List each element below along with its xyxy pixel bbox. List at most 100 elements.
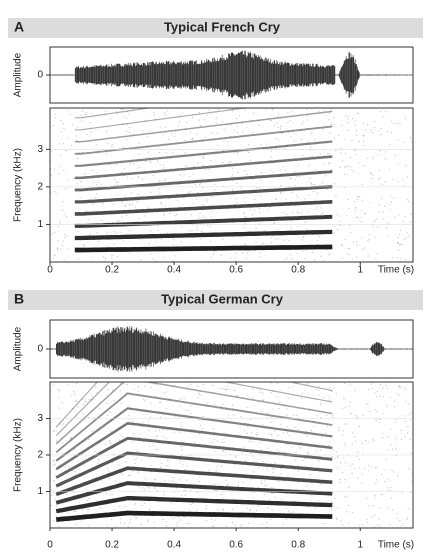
noise	[221, 441, 223, 444]
noise	[129, 203, 131, 205]
noise	[128, 204, 130, 206]
noise	[320, 255, 322, 257]
noise	[334, 183, 336, 185]
noise	[172, 518, 174, 520]
panel-letter: B	[14, 291, 24, 307]
noise	[246, 216, 248, 218]
noise	[403, 415, 405, 417]
noise	[196, 226, 198, 228]
noise	[297, 429, 300, 431]
noise	[274, 462, 276, 464]
noise	[235, 260, 237, 262]
noise	[338, 429, 340, 431]
noise	[335, 195, 337, 197]
noise	[329, 132, 331, 134]
noise	[125, 214, 128, 216]
noise	[409, 221, 411, 223]
noise	[348, 208, 350, 210]
spectrogram	[50, 108, 413, 262]
harmonic	[74, 125, 333, 155]
noise	[259, 389, 261, 391]
noise	[368, 505, 370, 507]
noise	[328, 254, 330, 256]
noise	[331, 508, 333, 511]
noise	[104, 443, 107, 445]
noise	[358, 467, 360, 469]
noise	[159, 164, 161, 166]
noise	[147, 520, 149, 522]
noise	[258, 467, 260, 469]
noise	[400, 525, 402, 527]
noise	[309, 473, 311, 476]
noise	[118, 464, 120, 466]
noise	[225, 388, 227, 391]
noise	[221, 120, 224, 122]
noise	[158, 151, 160, 154]
noise	[199, 182, 202, 184]
noise	[192, 137, 194, 140]
noise	[164, 179, 166, 182]
noise	[334, 497, 336, 499]
noise	[390, 201, 392, 203]
noise	[202, 164, 204, 166]
noise	[152, 174, 154, 176]
noise	[254, 209, 256, 211]
noise	[291, 220, 293, 223]
noise	[133, 133, 135, 135]
noise	[230, 161, 232, 163]
noise	[378, 518, 380, 520]
noise	[243, 211, 245, 214]
noise	[294, 179, 296, 181]
harmonic	[55, 382, 333, 437]
noise	[362, 414, 364, 417]
noise	[137, 176, 139, 178]
noise	[62, 240, 64, 242]
noise	[122, 383, 125, 385]
noise	[320, 402, 322, 404]
noise	[290, 177, 292, 179]
noise	[372, 131, 374, 134]
noise	[247, 151, 249, 153]
noise	[172, 480, 174, 482]
noise	[281, 498, 283, 500]
noise	[225, 408, 227, 410]
noise	[84, 398, 86, 400]
noise	[303, 121, 305, 123]
noise	[110, 430, 112, 432]
noise	[306, 221, 308, 223]
noise	[280, 193, 282, 195]
noise	[403, 141, 405, 143]
noise	[382, 432, 384, 435]
noise	[193, 165, 195, 167]
noise	[139, 433, 141, 435]
noise	[241, 525, 243, 527]
noise	[73, 491, 76, 493]
noise	[307, 451, 309, 454]
noise	[319, 417, 322, 419]
noise	[260, 442, 262, 444]
noise	[58, 173, 60, 176]
noise	[63, 423, 65, 425]
noise	[371, 174, 373, 176]
noise	[202, 384, 204, 386]
noise	[263, 484, 265, 486]
noise	[355, 153, 357, 156]
noise	[197, 385, 199, 387]
noise	[407, 508, 409, 510]
noise	[242, 481, 244, 483]
noise	[309, 177, 311, 179]
noise	[97, 458, 100, 461]
noise	[127, 113, 129, 115]
noise	[77, 231, 79, 233]
noise	[392, 509, 394, 511]
noise	[126, 384, 128, 386]
noise	[304, 465, 307, 467]
noise	[379, 525, 381, 527]
noise	[395, 436, 398, 438]
noise	[161, 167, 163, 169]
noise	[342, 434, 344, 436]
noise	[121, 149, 124, 151]
noise	[246, 173, 248, 176]
noise	[349, 465, 352, 467]
noise	[53, 479, 55, 481]
